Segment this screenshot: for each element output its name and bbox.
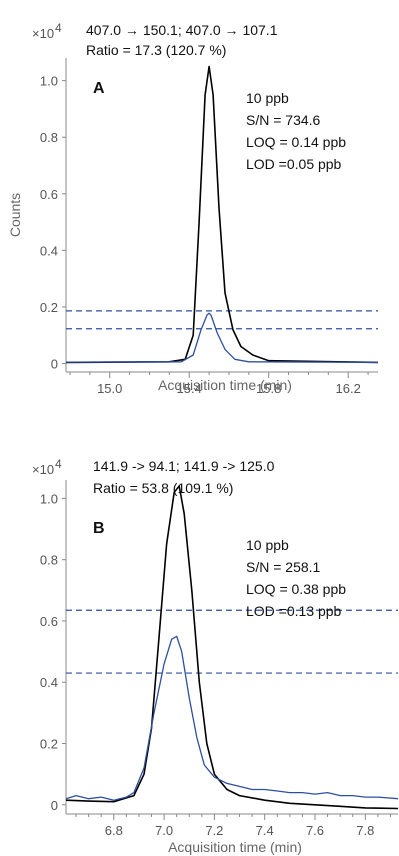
x-tick-label: 7.8 — [356, 823, 374, 838]
y-tick-label: 0 — [51, 357, 58, 372]
peak-annotation: S/N = 258.1 — [246, 559, 321, 575]
y-tick-label: 1.0 — [40, 74, 58, 89]
y-tick-label: 0.6 — [40, 187, 58, 202]
peak-annotation: LOD =0.05 ppb — [246, 156, 342, 172]
transition-label: 141.9 -> 94.1; 141.9 -> 125.0 — [93, 458, 275, 474]
peak-annotation: 10 ppb — [246, 537, 289, 553]
peak-annotation: 10 ppb — [246, 90, 289, 106]
quantifier-ion-trace — [65, 485, 399, 810]
y-tick-label: 0.2 — [40, 737, 58, 752]
x-tick-label: 6.8 — [105, 823, 123, 838]
x-tick-label: 7.6 — [306, 823, 324, 838]
peak-annotation: LOD =0.13 ppb — [246, 603, 342, 619]
x-tick-label: 16.2 — [336, 381, 361, 396]
y-axis-title: Counts — [7, 193, 23, 237]
x-tick-label: 7.4 — [256, 823, 274, 838]
x-tick-label: 7.0 — [155, 823, 173, 838]
y-multiplier: ×10 — [32, 26, 54, 41]
x-axis-title: Acquisition time (min) — [168, 839, 302, 855]
qualifier-ion-trace — [65, 312, 379, 364]
y-tick-label: 0.4 — [40, 243, 58, 258]
y-tick-label: 0.2 — [40, 300, 58, 315]
y-multiplier: ×10 — [32, 462, 54, 477]
qualifier-ion-trace — [65, 635, 399, 801]
peak-annotation: S/N = 734.6 — [246, 112, 321, 128]
y-tick-label: 1.0 — [40, 491, 58, 506]
y-tick-label: 0.6 — [40, 614, 58, 629]
peak-annotation: LOQ = 0.38 ppb — [246, 581, 346, 597]
y-tick-label: 0 — [51, 798, 58, 813]
panel-label: A — [93, 80, 105, 97]
x-tick-label: 15.8 — [256, 381, 281, 396]
x-tick-label: 7.2 — [205, 823, 223, 838]
quantifier-ion-trace — [65, 65, 379, 364]
x-tick-label: 15.4 — [177, 381, 202, 396]
transition-label: 407.0 → 150.1; 407.0 → 107.1 — [86, 22, 278, 38]
y-multiplier-exponent: 4 — [55, 21, 62, 35]
y-multiplier-exponent: 4 — [55, 457, 62, 471]
peak-annotation: LOQ = 0.14 ppb — [246, 134, 346, 150]
ratio-label: Ratio = 17.3 (120.7 %) — [86, 42, 226, 58]
x-axis-title: Acquisition time (min) — [158, 377, 292, 393]
x-tick-label: 15.0 — [97, 381, 122, 396]
y-tick-label: 0.4 — [40, 675, 58, 690]
y-tick-label: 0.8 — [40, 130, 58, 145]
panel-label: B — [93, 520, 105, 537]
ratio-label: Ratio = 53.8 (109.1 %) — [93, 480, 233, 496]
y-tick-label: 0.8 — [40, 553, 58, 568]
